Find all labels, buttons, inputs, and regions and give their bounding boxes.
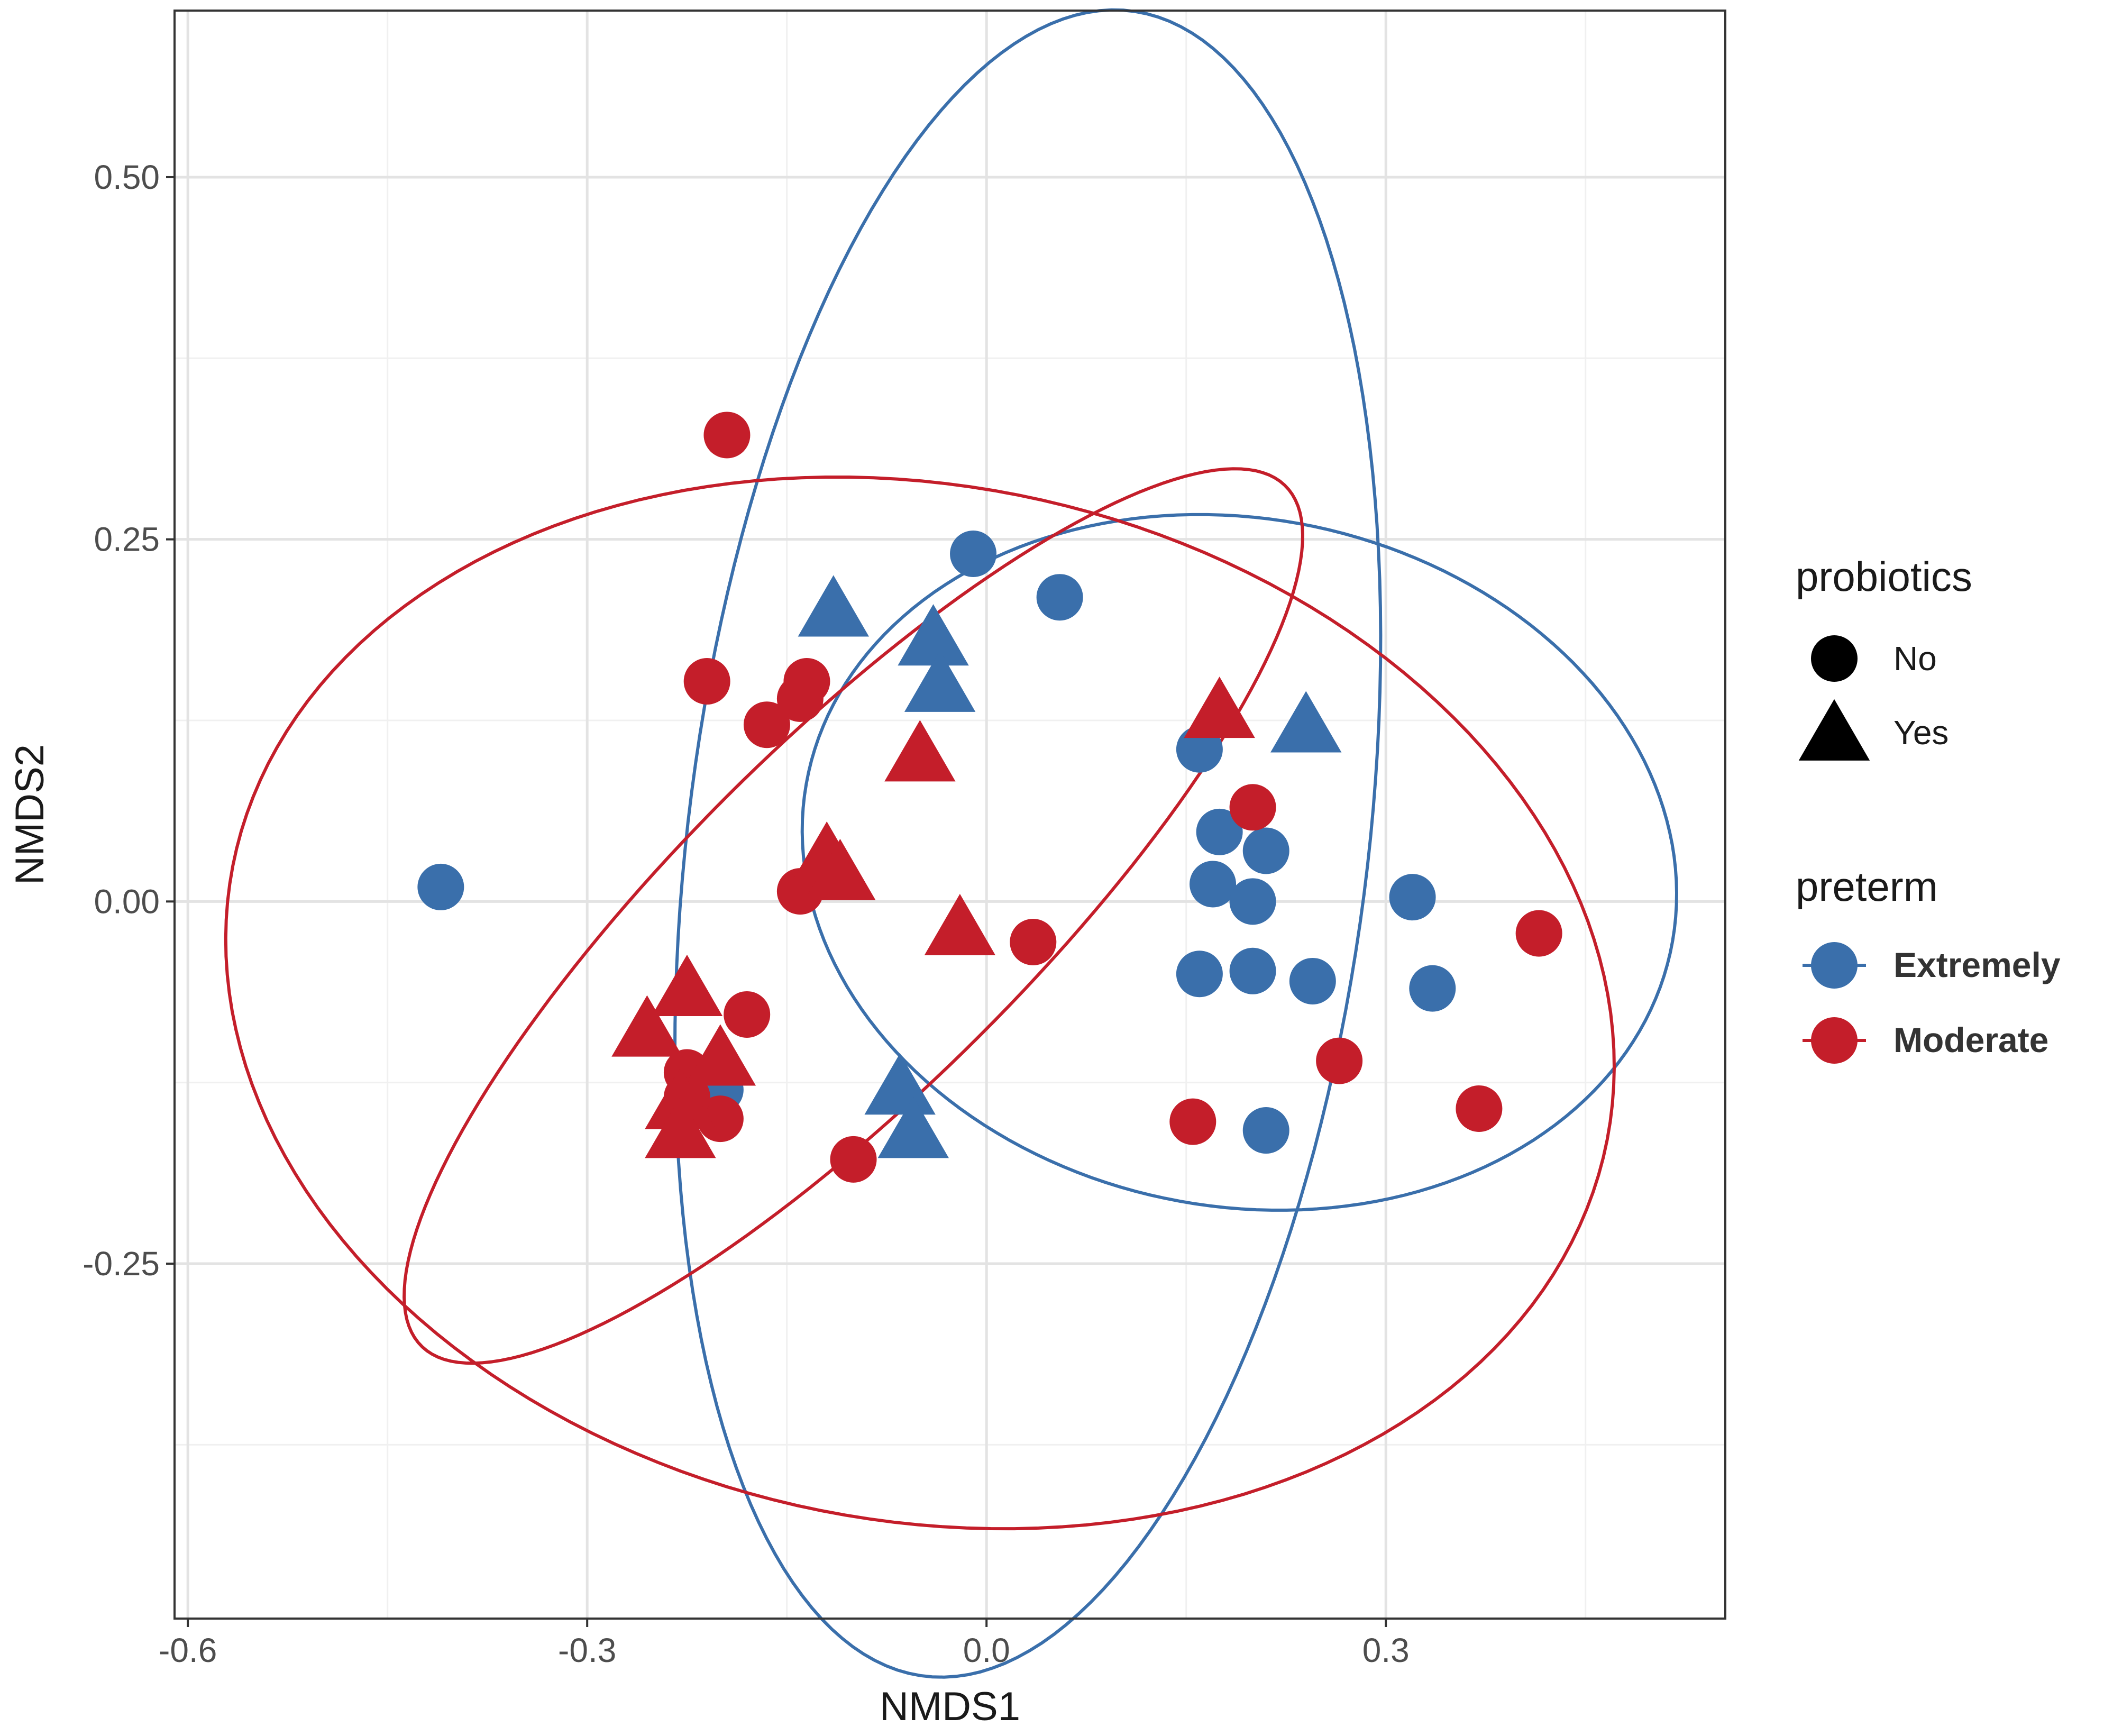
point-circle-extremely xyxy=(1229,878,1276,925)
panel-border xyxy=(173,10,1726,1620)
x-tick-label: 0.0 xyxy=(963,1631,1010,1669)
ellipse-extremely xyxy=(673,8,1383,1679)
point-circle-moderate xyxy=(703,412,751,459)
legend-key-dot xyxy=(1811,942,1858,989)
point-triangle-extremely xyxy=(1270,691,1342,753)
y-axis-title: NMDS2 xyxy=(7,744,52,885)
legend: probiotics No Yes preterm Extremely Moderate xyxy=(1796,553,2061,1064)
x-axis-title: NMDS1 xyxy=(880,1684,1020,1729)
minor-gridlines xyxy=(175,11,1725,1619)
point-triangle-moderate xyxy=(1184,677,1255,738)
point-circle-extremely xyxy=(1242,827,1289,874)
legend-key-circle xyxy=(1811,635,1858,682)
point-circle-moderate xyxy=(1515,910,1562,957)
data-points xyxy=(417,412,1562,1183)
legend-key-triangle xyxy=(1798,699,1870,761)
panel-background xyxy=(175,11,1725,1619)
point-circle-moderate xyxy=(1316,1037,1363,1084)
point-triangle-extremely xyxy=(898,604,969,666)
point-circle-moderate xyxy=(830,1136,877,1183)
x-tick-label: -0.3 xyxy=(558,1631,616,1669)
point-triangle-moderate xyxy=(651,954,723,1016)
point-triangle-moderate xyxy=(611,995,683,1057)
point-circle-extremely xyxy=(1229,947,1276,994)
y-tick-label: 0.00 xyxy=(94,882,160,920)
ellipse-moderate xyxy=(402,467,1304,1365)
major-gridlines xyxy=(175,11,1725,1619)
y-tick-label: 0.25 xyxy=(94,520,160,559)
point-circle-moderate xyxy=(683,658,730,705)
point-circle-extremely xyxy=(1409,965,1456,1012)
x-axis-ticks: -0.6 -0.3 0.0 0.3 xyxy=(159,1619,1410,1669)
y-tick-label: -0.25 xyxy=(83,1245,160,1283)
confidence-ellipses xyxy=(224,8,1679,1679)
point-circle-extremely xyxy=(1242,1107,1289,1154)
x-tick-label: -0.6 xyxy=(159,1631,217,1669)
point-circle-moderate xyxy=(776,675,824,722)
point-circle-extremely xyxy=(1389,874,1436,921)
point-circle-moderate xyxy=(1456,1085,1503,1132)
point-triangle-moderate xyxy=(924,893,996,955)
ellipse-moderate xyxy=(224,476,1616,1531)
point-circle-moderate xyxy=(1229,784,1276,831)
point-circle-extremely xyxy=(1190,861,1237,908)
point-triangle-extremely xyxy=(798,575,869,637)
point-circle-moderate xyxy=(743,701,790,748)
point-circle-extremely xyxy=(1289,957,1336,1004)
y-tick-label: 0.50 xyxy=(94,158,160,196)
point-triangle-moderate xyxy=(645,1097,716,1158)
point-circle-moderate xyxy=(1169,1098,1216,1145)
legend-title-probiotics: probiotics xyxy=(1796,553,1972,600)
point-triangle-extremely xyxy=(904,650,976,712)
legend-label-extremely: Extremely xyxy=(1893,945,2061,984)
panel-fill xyxy=(175,11,1725,1619)
point-circle-extremely xyxy=(1196,808,1243,855)
point-circle-moderate xyxy=(697,1095,744,1143)
legend-title-preterm: preterm xyxy=(1796,863,1938,910)
legend-key-dot xyxy=(1811,1017,1858,1064)
legend-label-moderate: Moderate xyxy=(1893,1020,2048,1059)
point-circle-extremely xyxy=(950,531,997,578)
point-circle-moderate xyxy=(724,991,771,1038)
point-circle-moderate xyxy=(1010,919,1057,966)
ellipse-extremely xyxy=(800,513,1679,1212)
legend-label-yes: Yes xyxy=(1893,714,1949,752)
point-triangle-moderate xyxy=(884,720,956,782)
point-circle-extremely xyxy=(417,863,464,910)
point-circle-extremely xyxy=(1176,951,1223,998)
point-circle-extremely xyxy=(1036,574,1083,621)
point-triangle-moderate xyxy=(804,838,876,900)
y-axis-ticks: 0.50 0.25 0.00 -0.25 xyxy=(83,158,175,1283)
point-triangle-extremely xyxy=(864,1053,936,1115)
x-tick-label: 0.3 xyxy=(1362,1631,1410,1669)
point-triangle-extremely xyxy=(877,1097,949,1158)
legend-label-no: No xyxy=(1893,639,1937,678)
point-triangle-moderate xyxy=(684,1024,756,1086)
